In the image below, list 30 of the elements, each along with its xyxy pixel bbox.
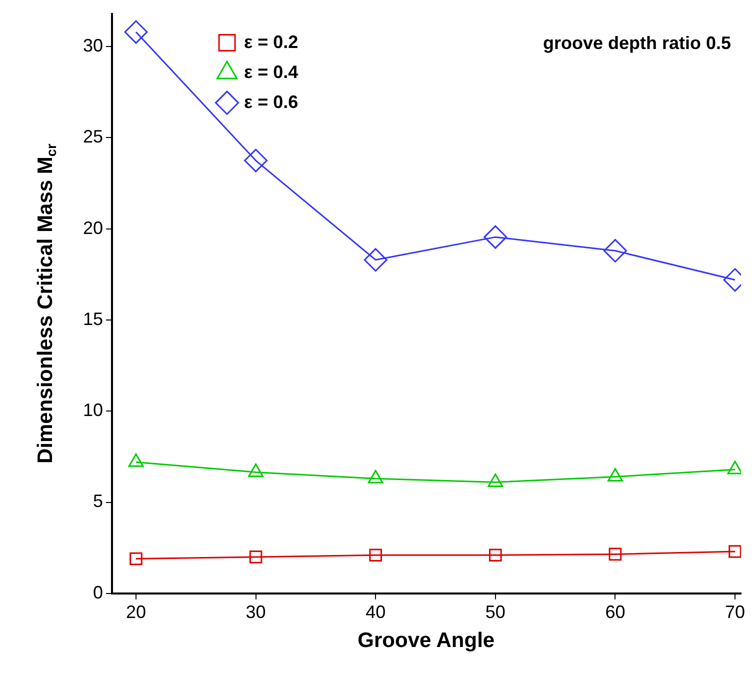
point <box>130 552 142 566</box>
x-tick-label: 40 <box>366 602 386 622</box>
point <box>249 550 262 564</box>
y-tick-label: 15 <box>82 308 104 329</box>
point <box>124 20 148 44</box>
legend-label: ε = 0.6 <box>244 92 298 112</box>
y-axis-title: Dimensionless Critical Mass Mcr <box>34 142 60 464</box>
point <box>364 248 388 272</box>
point <box>488 548 502 562</box>
point <box>244 148 268 172</box>
x-tick-label: 50 <box>485 602 506 622</box>
point <box>484 225 508 249</box>
x-axis-title: Groove Angle <box>358 629 495 652</box>
point <box>608 548 622 561</box>
point <box>369 548 382 562</box>
point <box>603 238 627 262</box>
x-tick-label: 20 <box>126 602 146 622</box>
y-tick-label: 10 <box>82 400 104 420</box>
y-tick-label: 5 <box>93 491 104 512</box>
legend-label: ε = 0.4 <box>244 62 298 82</box>
legend-label: ε = 0.2 <box>244 32 298 52</box>
point <box>728 545 741 558</box>
annotation: groove depth ratio 0.5 <box>542 32 732 53</box>
x-tick-label: 30 <box>246 602 266 622</box>
x-tick-label: 70 <box>724 602 746 622</box>
y-tick-label: 0 <box>93 582 104 602</box>
x-tick-label: 60 <box>605 602 626 622</box>
y-tick-label: 20 <box>82 218 104 238</box>
y-tick-label: 30 <box>82 36 104 56</box>
y-tick-label: 25 <box>82 126 104 147</box>
